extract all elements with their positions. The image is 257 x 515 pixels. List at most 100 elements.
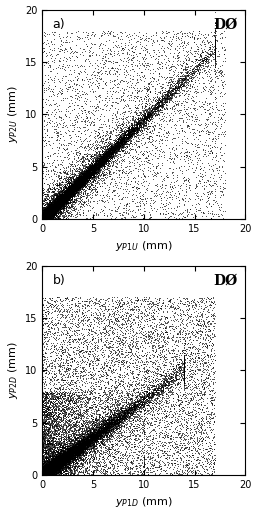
- Point: [157, 453, 161, 461]
- Point: [56, 462, 60, 470]
- Point: [55, 453, 59, 461]
- Point: [48, 202, 52, 210]
- Point: [122, 208, 126, 216]
- Point: [66, 323, 70, 332]
- Point: [150, 302, 154, 310]
- Point: [56, 447, 60, 455]
- Point: [51, 457, 55, 466]
- Point: [195, 447, 199, 455]
- Point: [47, 467, 51, 475]
- Point: [59, 458, 63, 466]
- Point: [182, 374, 186, 383]
- Point: [219, 171, 224, 179]
- Point: [67, 194, 71, 202]
- Point: [83, 176, 87, 184]
- Point: [73, 448, 77, 456]
- Point: [57, 194, 61, 202]
- Point: [99, 32, 103, 40]
- Point: [56, 461, 60, 469]
- Point: [63, 450, 68, 458]
- Point: [61, 207, 65, 215]
- Point: [58, 460, 62, 469]
- Point: [45, 159, 49, 167]
- Point: [63, 417, 67, 425]
- Point: [64, 193, 68, 201]
- Point: [55, 447, 59, 455]
- Point: [143, 118, 147, 127]
- Point: [43, 215, 47, 223]
- Point: [86, 165, 90, 173]
- Point: [61, 460, 65, 468]
- Point: [87, 439, 91, 447]
- Point: [62, 453, 66, 461]
- Point: [76, 180, 80, 188]
- Point: [126, 133, 130, 142]
- Point: [49, 463, 53, 471]
- Point: [190, 368, 195, 376]
- Point: [182, 365, 186, 373]
- Point: [122, 139, 126, 147]
- Point: [52, 212, 56, 220]
- Point: [52, 467, 57, 475]
- Point: [65, 451, 69, 459]
- Point: [84, 441, 88, 449]
- Point: [69, 451, 73, 459]
- Point: [184, 397, 188, 405]
- Point: [78, 440, 82, 449]
- Point: [76, 413, 80, 421]
- Point: [60, 187, 65, 195]
- Point: [127, 413, 131, 421]
- Point: [128, 359, 132, 367]
- Point: [162, 96, 166, 104]
- Point: [55, 196, 59, 204]
- Point: [58, 458, 62, 466]
- Point: [124, 456, 128, 465]
- Point: [104, 330, 108, 338]
- Point: [44, 468, 48, 476]
- Point: [94, 432, 98, 440]
- Point: [63, 79, 67, 87]
- Point: [79, 358, 84, 367]
- Point: [41, 212, 45, 220]
- Point: [44, 470, 48, 478]
- Point: [113, 424, 117, 433]
- Point: [83, 154, 87, 162]
- Point: [125, 408, 129, 416]
- Point: [142, 417, 146, 425]
- Point: [59, 452, 63, 460]
- Point: [49, 456, 53, 465]
- Point: [110, 417, 114, 425]
- Point: [202, 425, 206, 434]
- Point: [176, 107, 180, 115]
- Point: [68, 453, 72, 461]
- Point: [127, 387, 131, 395]
- Point: [56, 458, 60, 467]
- Point: [99, 416, 104, 424]
- Point: [45, 194, 49, 202]
- Point: [48, 468, 52, 476]
- Point: [122, 132, 126, 140]
- Point: [82, 417, 86, 425]
- Point: [49, 317, 53, 325]
- Point: [50, 466, 54, 474]
- Point: [89, 415, 94, 423]
- Point: [50, 215, 54, 223]
- Point: [71, 444, 75, 453]
- Point: [60, 311, 64, 319]
- Point: [135, 123, 139, 131]
- Point: [76, 440, 80, 449]
- Point: [142, 427, 146, 435]
- Point: [74, 440, 78, 449]
- Point: [41, 469, 45, 477]
- Point: [182, 58, 186, 66]
- Point: [90, 169, 94, 177]
- Point: [47, 461, 51, 469]
- Point: [182, 366, 186, 374]
- Point: [142, 334, 146, 342]
- Point: [75, 178, 79, 186]
- Point: [56, 413, 60, 421]
- Point: [43, 411, 47, 419]
- Point: [191, 160, 195, 168]
- Point: [92, 211, 96, 219]
- Point: [163, 113, 168, 121]
